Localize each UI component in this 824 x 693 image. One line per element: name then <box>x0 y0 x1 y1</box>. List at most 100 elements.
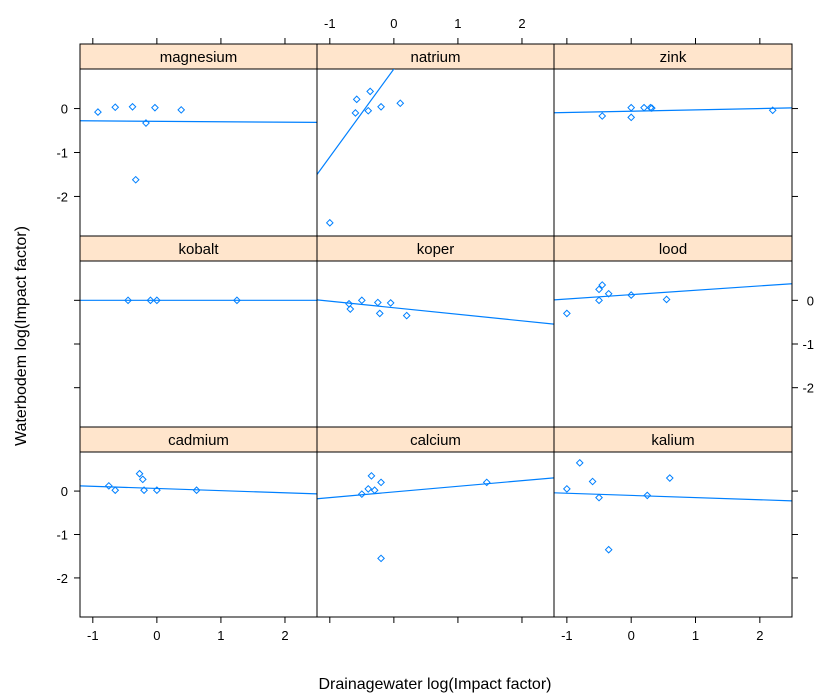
data-point <box>128 102 137 111</box>
y-tick-label: -2 <box>802 381 814 396</box>
panel-title: cadmium <box>168 432 229 449</box>
data-point <box>662 295 671 304</box>
data-point <box>665 474 674 482</box>
panel-border <box>79 426 318 618</box>
data-point <box>647 104 656 113</box>
y-axis-title: Waterbodem log(Impact factor) <box>13 226 30 446</box>
regression-line <box>554 283 792 301</box>
data-point <box>627 291 636 299</box>
data-point <box>643 491 652 500</box>
data-point <box>627 103 636 112</box>
data-point <box>402 311 411 320</box>
data-point <box>370 486 379 495</box>
y-tick-label: 0 <box>61 102 68 117</box>
data-point <box>562 309 571 318</box>
data-point <box>377 102 385 111</box>
data-point <box>373 298 382 307</box>
data-point <box>111 103 120 112</box>
panel-cadmium: cadmium <box>79 426 318 618</box>
data-point <box>598 281 607 289</box>
data-point <box>138 475 147 484</box>
data-point <box>233 296 241 305</box>
panel-strip <box>79 235 318 262</box>
panel-border <box>316 426 555 618</box>
data-point <box>104 481 113 490</box>
panel-title: kobalt <box>178 241 219 258</box>
data-point <box>152 296 161 305</box>
data-point <box>367 471 376 480</box>
data-point <box>325 218 334 227</box>
panel-kalium: kalium <box>553 426 793 618</box>
data-point <box>366 87 375 96</box>
y-tick-label: -2 <box>56 189 68 204</box>
data-point <box>177 105 186 114</box>
data-point <box>575 458 584 467</box>
regression-line <box>317 477 554 500</box>
regression-line <box>554 492 792 502</box>
axes-layer: -1 0 1 2 -1 0 1 2 -1 0 1 2 -2 -1 0 -2 -1 0 -2 -1 0 <box>56 16 814 643</box>
panel-zink: zink <box>553 43 793 237</box>
data-point <box>377 478 385 487</box>
panel-strip <box>316 43 555 70</box>
data-point <box>640 103 648 112</box>
x-tick-label: 0 <box>390 16 397 31</box>
data-point <box>124 296 132 305</box>
panel-border <box>553 235 793 428</box>
y-tick-label: -2 <box>56 571 68 586</box>
data-point <box>377 554 385 563</box>
data-point <box>562 485 571 493</box>
panel-title: koper <box>417 241 455 258</box>
data-point <box>768 106 777 115</box>
panel-border <box>553 43 793 237</box>
x-tick-label: 1 <box>217 628 224 643</box>
data-point <box>375 309 384 318</box>
y-tick-label: 0 <box>807 293 814 308</box>
panel-koper: koper <box>316 235 555 428</box>
x-tick-label: 0 <box>153 628 160 643</box>
data-point <box>357 296 366 305</box>
panel-title: calcium <box>410 432 461 449</box>
panel-border <box>79 235 318 428</box>
y-tick-label: -1 <box>56 146 68 161</box>
panel-border <box>553 426 793 618</box>
data-point <box>595 285 603 294</box>
data-point <box>646 103 655 112</box>
regression-line <box>317 299 554 325</box>
data-point <box>94 108 102 116</box>
data-point <box>140 486 148 495</box>
data-point <box>111 486 120 495</box>
x-tick-label: -1 <box>561 628 573 643</box>
data-point <box>588 477 597 486</box>
x-tick-label: 0 <box>628 628 635 643</box>
data-point <box>364 106 373 115</box>
data-point <box>352 95 361 104</box>
panel-natrium: natrium <box>316 43 555 237</box>
x-tick-label: -1 <box>324 16 336 31</box>
data-point <box>595 493 603 502</box>
x-tick-label: 1 <box>454 16 461 31</box>
data-point <box>346 305 355 313</box>
regression-line <box>80 120 317 123</box>
panels-layer: magnesium natrium zink kobalt koper lood cadmi… <box>79 43 793 618</box>
panel-calcium: calcium <box>316 426 555 618</box>
panel-border <box>316 43 555 237</box>
regression-line <box>80 485 317 495</box>
y-tick-label: 0 <box>61 484 68 499</box>
data-point <box>131 175 140 184</box>
panel-lood: lood <box>553 235 793 428</box>
regression-line <box>554 107 792 114</box>
x-tick-label: -1 <box>87 628 99 643</box>
data-point <box>364 485 373 493</box>
x-axis-title: Drainagewater log(Impact factor) <box>319 676 552 693</box>
data-point <box>598 112 607 120</box>
data-point <box>604 545 613 554</box>
data-point <box>396 99 405 108</box>
x-tick-label: 1 <box>692 628 699 643</box>
data-point <box>146 296 155 305</box>
y-tick-label: -1 <box>802 337 814 352</box>
data-point <box>192 486 201 495</box>
data-point <box>482 478 491 487</box>
data-point <box>604 289 613 298</box>
x-tick-label: 2 <box>518 16 525 31</box>
